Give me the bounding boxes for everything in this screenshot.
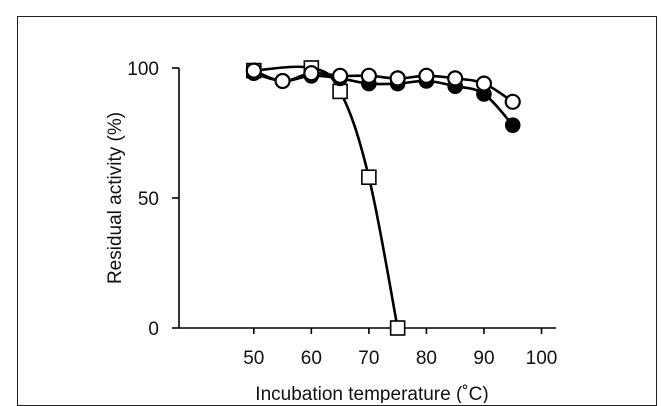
markers-layer: [245, 60, 521, 336]
y-tick-label: 50: [138, 189, 159, 210]
data-point-open-square: [332, 83, 348, 100]
x-tick-label: 70: [358, 348, 379, 369]
x-tick-label: 80: [416, 348, 437, 369]
data-point-open-square: [389, 320, 406, 336]
data-point-open-circle: [303, 65, 320, 82]
x-tick-label: 60: [301, 348, 322, 369]
y-axis-label: Residual activity (%): [105, 112, 126, 284]
data-point-filled-circle: [504, 117, 521, 133]
y-tick-label: 0: [148, 319, 159, 340]
x-tick-label: 100: [526, 348, 558, 369]
y-tick-label: 100: [127, 59, 159, 80]
series-line-open-square: [252, 65, 399, 330]
data-point-open-circle: [447, 70, 464, 87]
series-line-open-circle: [252, 69, 515, 104]
data-point-open-circle: [360, 67, 377, 84]
x-axis-label: Incubation temperature (˚C): [255, 384, 488, 403]
data-point-open-circle: [332, 67, 349, 84]
data-point-open-circle: [245, 62, 262, 79]
data-point-open-circle: [274, 72, 291, 90]
data-point-open-circle: [504, 93, 521, 110]
data-point-open-circle: [475, 75, 493, 92]
data-point-open-square: [361, 169, 377, 185]
axes: 0 50 100 50 60 70 80 90 100: [127, 59, 557, 369]
x-tick-label: 90: [473, 348, 494, 369]
x-tick-label: 50: [243, 348, 264, 369]
series-layer: [252, 65, 515, 330]
data-point-open-circle: [418, 67, 435, 84]
data-point-open-circle: [389, 70, 406, 87]
